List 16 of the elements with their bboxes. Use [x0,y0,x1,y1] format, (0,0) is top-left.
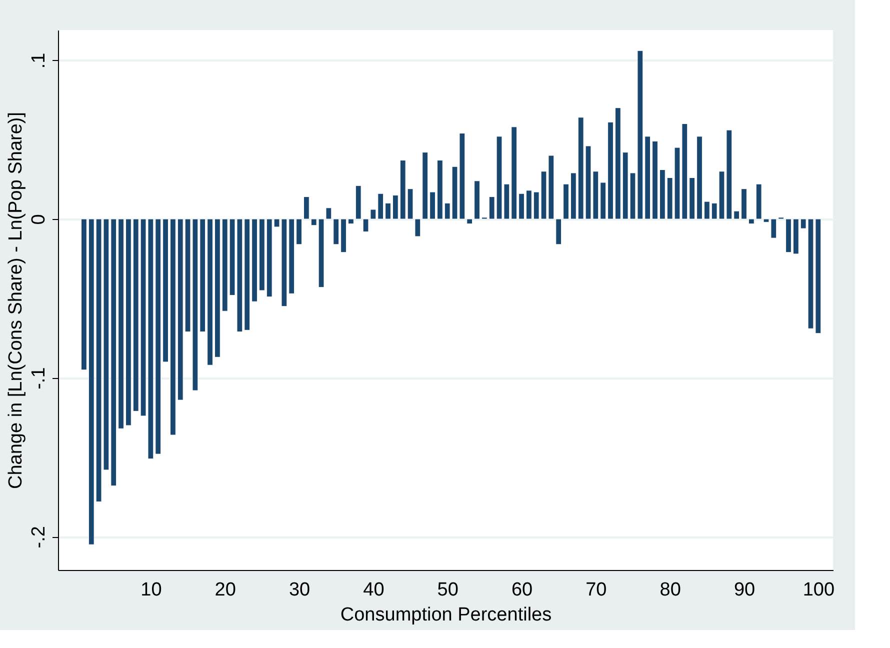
x-axis-title: Consumption Percentiles [340,604,552,626]
x-tick-label: 100 [802,580,835,600]
x-tick-label: 50 [437,580,458,600]
y-tick-label: -.2 [28,526,50,548]
x-tick-label: 90 [734,580,756,600]
x-tick-label: 20 [214,580,236,600]
y-tick-label: .1 [28,52,50,69]
y-axis-title: Change in [Ln(Cons Share) - Ln(Pop Share)] [6,112,26,490]
x-tick-label: 30 [288,580,310,600]
x-tick-label: 70 [586,580,607,600]
x-tick-label: 10 [140,580,162,600]
y-tick-label: 0 [28,214,50,225]
y-tick-label: -.1 [28,367,50,390]
x-tick-label: 80 [660,580,681,600]
x-tick-label: 40 [363,580,384,600]
x-tick-label: 60 [511,580,533,600]
